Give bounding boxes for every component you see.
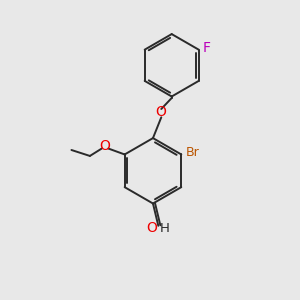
Text: Br: Br [186,146,200,160]
Text: O: O [155,105,166,119]
Text: O: O [146,221,157,235]
Text: H: H [160,222,170,235]
Text: F: F [202,41,211,55]
Text: O: O [99,139,110,153]
